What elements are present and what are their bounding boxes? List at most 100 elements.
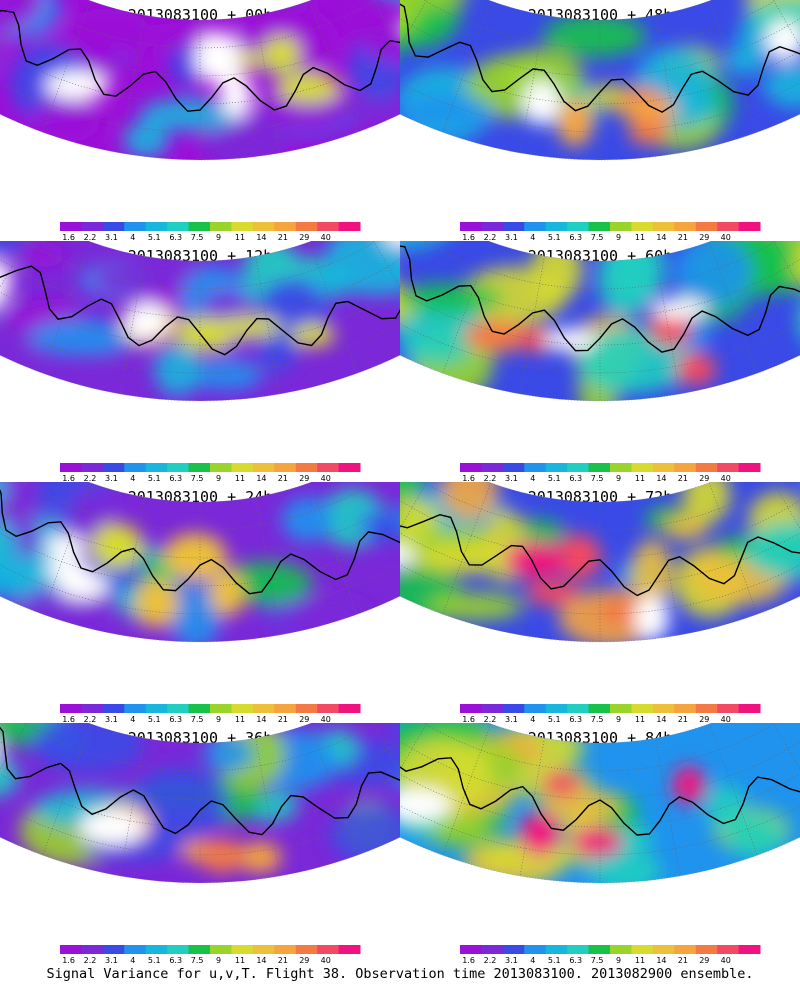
variance-blob [362, 24, 400, 64]
colorbar-tick-label: 7.5 [590, 715, 604, 724]
colorbar-segment [610, 704, 632, 713]
variance-core [262, 35, 301, 71]
variance-blob [630, 539, 673, 610]
colorbar-segment [460, 463, 482, 472]
colorbar-segment [102, 222, 125, 231]
colorbar-tick-label: 3.1 [105, 474, 118, 483]
colorbar-segment [145, 945, 168, 954]
map-boundary [0, 0, 400, 161]
colorbar-tick-label: 5.1 [147, 956, 161, 965]
colorbar-segment [545, 222, 568, 231]
colorbar-labels: 1.6 2.2 3.1 4 5.1 6.3 7.5 9 11 14 21 29 40 [460, 474, 760, 486]
map-panel: 2013083100 + 48h 1.6 2.2 3.1 4 5.1 6.3 7.5 9 11 14… [400, 0, 800, 242]
colorbar-tick-label: 3.1 [105, 715, 118, 724]
variance-map [0, 0, 400, 231]
variance-core [504, 541, 566, 580]
colorbar-tick-label: 6.3 [569, 474, 583, 483]
colorbar-tick-label: 40 [320, 715, 331, 724]
colorbar-tick-label: 1.6 [462, 715, 475, 724]
colorbar-tick-label: 9 [616, 233, 622, 242]
colorbar-segment [167, 704, 190, 713]
colorbar-segment [252, 704, 275, 713]
colorbar-segment [567, 463, 590, 472]
colorbar-tick-label: 40 [720, 715, 731, 724]
no-data-area [79, 809, 146, 846]
variance-map [400, 0, 800, 231]
colorbar-segment [545, 463, 568, 472]
colorbar-labels: 1.6 2.2 3.1 4 5.1 6.3 7.5 9 11 14 21 29 40 [460, 715, 760, 727]
colorbar-tick-label: 21 [277, 715, 288, 724]
no-data-area [45, 534, 85, 559]
variance-blob [415, 544, 520, 574]
colorbar-tick-label: 21 [677, 956, 688, 965]
colorbar-tick-label: 4 [530, 474, 536, 483]
colorbar-segment [481, 945, 504, 954]
colorbar-tick-label: 6.3 [569, 233, 583, 242]
coastline [0, 482, 400, 595]
colorbar-segment [231, 463, 254, 472]
colorbar-segment [695, 222, 718, 231]
colorbar-tick-label: 9 [216, 474, 222, 483]
colorbar-segment [674, 463, 697, 472]
no-data-area [400, 788, 452, 822]
variance-blob [0, 755, 20, 798]
graticule [0, 241, 400, 401]
variance-blob [673, 241, 753, 307]
colorbar-tick-label: 40 [720, 233, 731, 242]
colorbar-tick-label: 29 [299, 715, 310, 724]
colorbar-segment [317, 463, 340, 472]
colorbar-tick-label: 14 [256, 233, 267, 242]
colorbar-segment [210, 463, 232, 472]
variance-map [0, 241, 400, 472]
variance-blob [400, 497, 440, 538]
no-data-area [194, 31, 241, 84]
colorbar-segment [567, 704, 590, 713]
colorbar-segment [545, 704, 568, 713]
colorbar-segment [252, 945, 275, 954]
colorbar-segment [524, 704, 547, 713]
variance-field [400, 723, 800, 883]
colorbar-segment [588, 945, 611, 954]
colorbar-segment [317, 704, 340, 713]
variance-blob [725, 813, 785, 858]
variance-blob [745, 0, 800, 36]
variance-core [525, 580, 580, 606]
colorbar-tick-label: 11 [634, 474, 646, 483]
colorbar-segment [502, 945, 525, 954]
colorbar-tick-label: 3.1 [505, 715, 518, 724]
variance-core [276, 72, 341, 104]
colorbar-labels: 1.6 2.2 3.1 4 5.1 6.3 7.5 9 11 14 21 29 40 [60, 715, 360, 727]
colorbar-segment [295, 463, 318, 472]
colorbar-segment [502, 704, 525, 713]
variance-core [616, 98, 679, 121]
colorbar-segment [674, 945, 697, 954]
colorbar-tick-label: 7.5 [590, 474, 604, 483]
colorbar-tick-label: 1.6 [62, 956, 75, 965]
colorbar-labels: 1.6 2.2 3.1 4 5.1 6.3 7.5 9 11 14 21 29 40 [60, 474, 360, 486]
variance-core [541, 770, 583, 797]
coastline [400, 244, 800, 353]
colorbar-segment [674, 222, 697, 231]
no-data-area [400, 544, 415, 569]
variance-core [90, 523, 143, 569]
colorbar-segment [717, 945, 740, 954]
variance-field [400, 241, 800, 401]
colorbar-tick-label: 14 [656, 956, 667, 965]
colorbar-segment [317, 945, 340, 954]
colorbar-tick-label: 9 [216, 233, 222, 242]
colorbar-tick-label: 40 [320, 474, 331, 483]
colorbar-tick-label: 29 [699, 956, 710, 965]
colorbar-tick-label: 9 [616, 474, 622, 483]
colorbar-segment [81, 463, 104, 472]
variance-core [518, 811, 562, 857]
colorbar-tick-label: 7.5 [190, 715, 204, 724]
map-panel: 2013083100 + 72h 1.6 2.2 3.1 4 5.1 6.3 7.5 9 11 14… [400, 482, 800, 724]
variance-field [0, 723, 400, 883]
colorbar-tick-label: 5.1 [147, 474, 161, 483]
variance-blob [428, 592, 523, 621]
no-data-area [382, 241, 400, 247]
colorbar-segment [717, 704, 740, 713]
colorbar-segment [295, 704, 318, 713]
colorbar-tick-label: 5.1 [547, 474, 561, 483]
colorbar-segment [481, 222, 504, 231]
